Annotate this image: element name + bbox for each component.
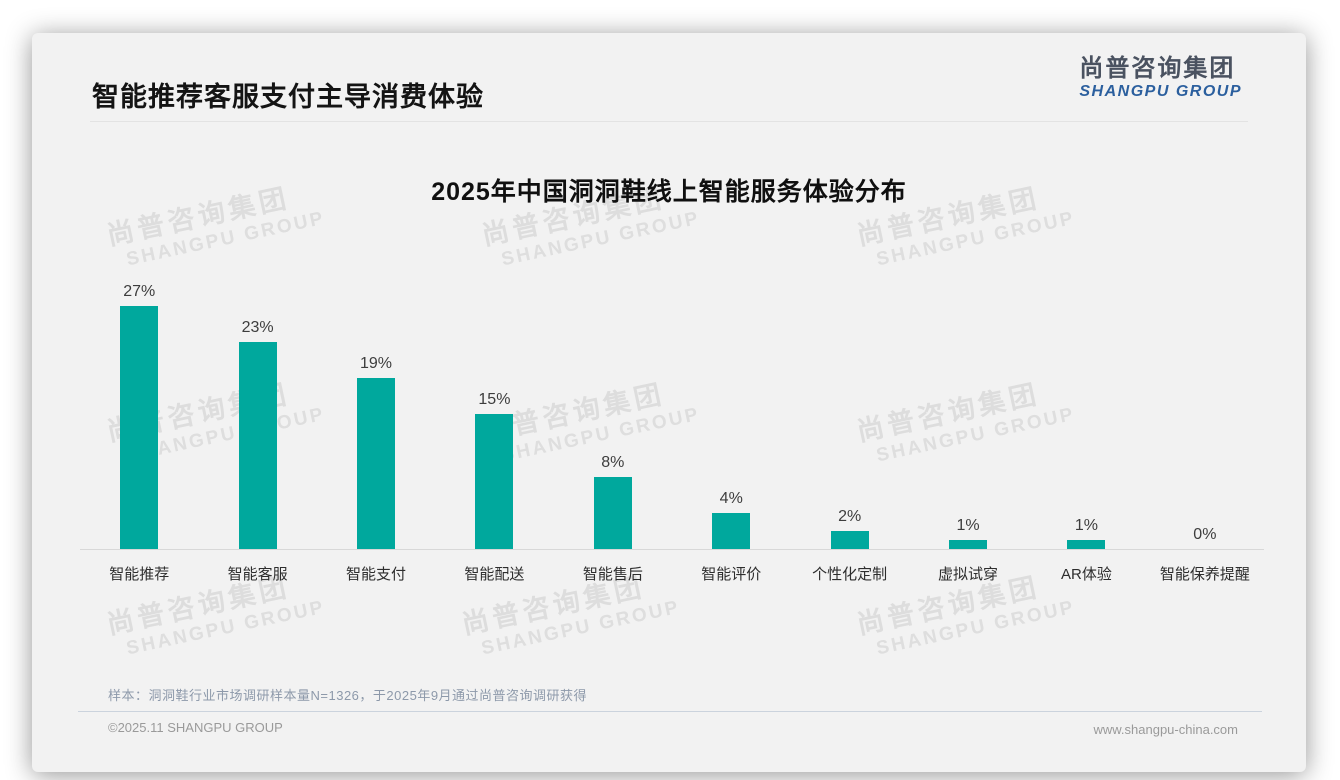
bar [712, 513, 751, 549]
footer-divider [78, 711, 1262, 712]
bar [475, 414, 514, 549]
plot-area: 27% 23% 19% 15% 8% 4% 2% 1% 1% 0% [80, 279, 1264, 550]
bar-column: 23% [198, 279, 316, 549]
footer-copyright: ©2025.11 SHANGPU GROUP [108, 720, 283, 735]
bar-value-label: 2% [838, 508, 862, 525]
bar [120, 306, 159, 549]
watermark-text-en: SHANGPU GROUP [479, 596, 683, 660]
bar-chart: 27% 23% 19% 15% 8% 4% 2% 1% 1% 0% 智能推荐 智能客服 智能支付 智能配… [80, 279, 1264, 584]
category-label: 个性化定制 [812, 566, 888, 583]
bar [593, 477, 632, 549]
category-label: 智能客服 [227, 566, 288, 583]
category-label: 智能配送 [464, 566, 525, 583]
bar-column: 0% [1146, 279, 1264, 549]
logo-text-zh: 尚普咨询集团 [1079, 55, 1236, 82]
bar [357, 378, 396, 549]
category-label: 智能售后 [582, 566, 643, 583]
watermark-text-en: SHANGPU GROUP [124, 207, 328, 271]
bar-value-label: 19% [360, 355, 393, 372]
watermark-text-en: SHANGPU GROUP [499, 207, 703, 271]
bar-column: 27% [80, 279, 198, 549]
bar [1067, 540, 1106, 549]
bar-column: 1% [909, 279, 1027, 549]
bar-column: 19% [317, 279, 435, 549]
chart-title: 2025年中国洞洞鞋线上智能服务体验分布 [431, 178, 907, 206]
bar-value-label: 1% [1074, 517, 1099, 534]
bar-value-label: 15% [478, 391, 511, 408]
bar-value-label: 27% [123, 283, 156, 300]
category-label: AR体验 [1061, 566, 1112, 583]
bar-value-label: 1% [956, 517, 980, 534]
bar-column: 1% [1027, 279, 1145, 549]
bar-column: 15% [435, 279, 553, 549]
bar-value-label: 0% [1193, 526, 1217, 543]
header-divider [90, 121, 1248, 122]
bar [949, 540, 988, 549]
shangpu-logo: 尚普咨询集团 SHANGPU GROUP [1079, 55, 1242, 101]
bar-value-label: 8% [601, 454, 625, 471]
category-label: 虚拟试穿 [938, 566, 999, 583]
bar-value-label: 4% [719, 490, 743, 507]
page-title: 智能推荐客服支付主导消费体验 [92, 82, 484, 112]
slide-card: 智能推荐客服支付主导消费体验 尚普咨询集团 SHANGPU GROUP 尚普咨询… [32, 33, 1306, 772]
bar-column: 4% [672, 279, 790, 549]
bar [830, 531, 869, 549]
category-label: 智能推荐 [109, 566, 170, 583]
bar [238, 342, 277, 549]
logo-text-en: SHANGPU GROUP [1079, 83, 1242, 101]
footer-website: www.shangpu-china.com [1093, 722, 1238, 737]
watermark-text-en: SHANGPU GROUP [874, 207, 1078, 271]
bar-column: 2% [790, 279, 908, 549]
category-label: 智能支付 [346, 566, 407, 583]
category-label: 智能评价 [701, 566, 762, 583]
category-axis: 智能推荐 智能客服 智能支付 智能配送 智能售后 智能评价 个性化定制 虚拟试穿 AR体验 智能保… [80, 563, 1264, 584]
bar-value-label: 23% [241, 319, 274, 336]
watermark-text-en: SHANGPU GROUP [124, 596, 328, 660]
bar-column: 8% [554, 279, 672, 549]
category-label: 智能保养提醒 [1159, 566, 1250, 583]
watermark-text-en: SHANGPU GROUP [874, 596, 1078, 660]
sample-note: 样本：洞洞鞋行业市场调研样本量N=1326，于2025年9月通过尚普咨询调研获得 [108, 688, 588, 703]
